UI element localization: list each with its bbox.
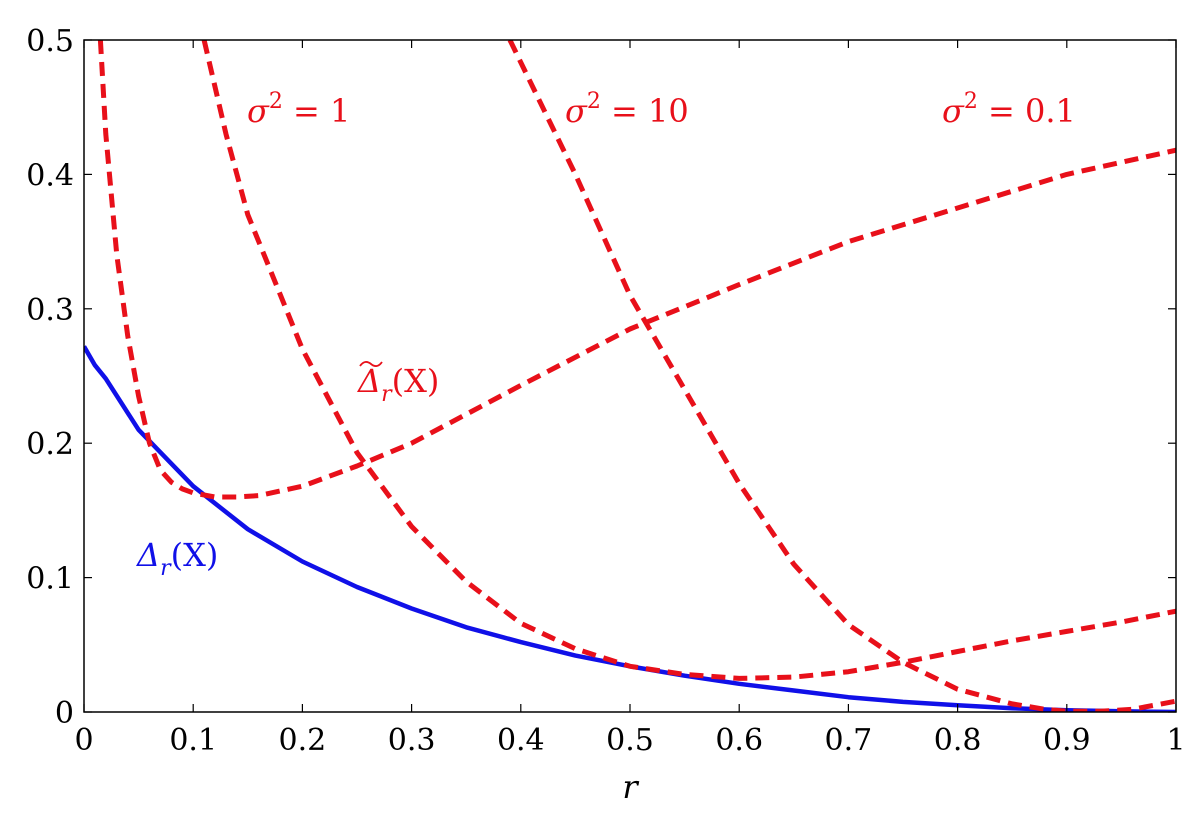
annotations-layer: σ2 = 1 σ2 = 10 σ2 = 0.1 Δr(⁠X) Δr(⁠X) bbox=[135, 89, 1076, 581]
x-tick-label: 0.7 bbox=[825, 723, 873, 758]
annotation-label-4: Δr(⁠X) bbox=[356, 362, 439, 407]
annotation-label-3: σ2 = 0.1 bbox=[942, 89, 1076, 130]
x-tick-label: 0.1 bbox=[169, 723, 217, 758]
y-tick-label: 0.1 bbox=[26, 562, 74, 597]
y-tick-label: 0.2 bbox=[26, 427, 74, 462]
x-tick-label: 0.8 bbox=[934, 723, 982, 758]
series-line-3 bbox=[201, 40, 1176, 681]
x-axis-title: r bbox=[622, 768, 639, 806]
y-tick-label: 0.4 bbox=[26, 158, 74, 193]
x-tick-label: 0.6 bbox=[715, 723, 763, 758]
annotation-label-2: σ2 = 10 bbox=[565, 89, 689, 130]
y-tick-label: 0.5 bbox=[26, 24, 74, 59]
x-tick-label: 0.2 bbox=[279, 723, 327, 758]
annotation-label-5: Δr(⁠X) bbox=[135, 536, 218, 581]
x-tick-label: 0.4 bbox=[497, 723, 545, 758]
series-layer bbox=[84, 40, 1176, 712]
tick-labels-layer: 0 0.1 0.2 0.3 0.4 0.5 0.6 0.7 0.8 0.9 1 0 0.1 0.2 0.3 0… bbox=[26, 24, 1185, 758]
x-tick-label: 0.3 bbox=[388, 723, 436, 758]
ticks-layer bbox=[83, 39, 1177, 713]
annotation-label-1: σ2 = 1 bbox=[247, 89, 350, 130]
y-tick-label: 0 bbox=[55, 696, 74, 731]
x-tick-label: 0 bbox=[74, 723, 93, 758]
x-tick-label: 0.5 bbox=[606, 723, 654, 758]
x-tick-label: 1 bbox=[1166, 723, 1185, 758]
series-line-4 bbox=[507, 40, 1176, 712]
series-line-2 bbox=[97, 40, 1176, 500]
plot-frame bbox=[83, 39, 1177, 713]
y-tick-label: 0.3 bbox=[26, 293, 74, 328]
tilde-accent-icon bbox=[359, 361, 383, 367]
x-tick-label: 0.9 bbox=[1043, 723, 1091, 758]
series-line-1 bbox=[84, 345, 1176, 712]
